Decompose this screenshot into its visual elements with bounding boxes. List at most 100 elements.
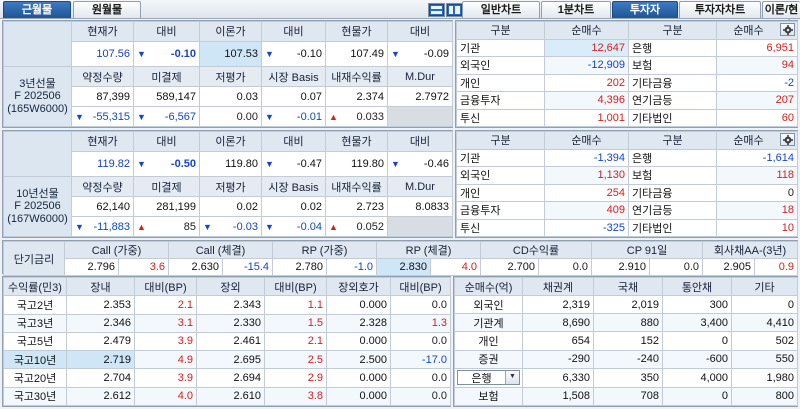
rp-weighted-change: -1.0 bbox=[326, 258, 378, 276]
investor-label: 개인 bbox=[456, 183, 545, 202]
table-row[interactable]: 보험 1,508 708 0 800 bbox=[454, 386, 798, 407]
investor-netbuy: -2 bbox=[716, 73, 798, 92]
investor-label: 투신 bbox=[456, 108, 545, 127]
col-header-netbuy-unit: 순매수(억) bbox=[454, 276, 523, 297]
table-row[interactable]: 기관계 8,690 880 3,400 4,410 bbox=[454, 313, 798, 333]
investor-netbuy: 1,001 bbox=[544, 108, 629, 127]
open-interest-change: ▲ 85 bbox=[133, 216, 200, 237]
col-header-open-interest: 미결제 bbox=[133, 176, 200, 198]
col-header-bond-total: 채권계 bbox=[522, 276, 594, 297]
yield-quote-bp: 0.0 bbox=[390, 295, 451, 315]
investor-netbuy: -325 bbox=[544, 218, 629, 237]
tab-investor-chart[interactable]: 투자자차트 bbox=[679, 1, 761, 18]
gear-icon[interactable] bbox=[780, 133, 795, 146]
table-row[interactable]: 기관 -1,394 은행 -1,614 bbox=[456, 148, 798, 167]
split-horizontal-icon[interactable] bbox=[428, 3, 445, 17]
investor-netbuy: 60 bbox=[716, 108, 798, 127]
corp-aa3y-value: 2.905 bbox=[702, 258, 756, 276]
table-row[interactable]: 외국인 2,319 2,019 300 0 bbox=[454, 295, 798, 315]
current-price-value[interactable]: 107.56 bbox=[71, 40, 134, 68]
col-header-netbuy-right: 순매수 bbox=[716, 21, 798, 40]
table-row[interactable]: 개인 254 기타금융 0 bbox=[456, 183, 798, 202]
flow-bond-total: 2,319 bbox=[522, 295, 594, 315]
mdur-value: 8.0833 bbox=[387, 196, 453, 218]
table-row[interactable]: 투신 -325 기타법인 10 bbox=[456, 218, 798, 237]
tab-general-chart[interactable]: 일반차트 bbox=[462, 1, 540, 18]
investor-label: 금융투자 bbox=[456, 201, 545, 220]
col-header-corp-aa3y: 회사채AA-(3년) bbox=[702, 241, 799, 259]
investor-label: 기타금융 bbox=[628, 73, 717, 92]
table-row[interactable]: 개인 654 152 0 502 bbox=[454, 331, 798, 351]
investor-label: 기타법인 bbox=[628, 108, 717, 127]
yield-otc: 2.330 bbox=[196, 313, 265, 333]
investor-netbuy: 409 bbox=[544, 201, 629, 220]
table-row[interactable]: 금융투자 409 연기금등 18 bbox=[456, 201, 798, 220]
tab-theory-spot[interactable]: 이론/현물가 bbox=[762, 1, 800, 32]
flow-name-dropdown[interactable]: 은행 ▼ bbox=[454, 367, 523, 388]
col-header-mdur: M.Dur bbox=[387, 66, 453, 88]
flow-govt: 708 bbox=[593, 386, 663, 407]
table-row[interactable]: 투신 1,001 기타법인 60 bbox=[456, 108, 798, 127]
flow-name: 보험 bbox=[454, 386, 523, 407]
investor-label: 기타법인 bbox=[628, 218, 717, 237]
split-vertical-icon[interactable] bbox=[446, 3, 463, 17]
col-header-exchange: 장내 bbox=[66, 276, 135, 297]
table-row[interactable]: 국고3년 2.346 3.1 2.330 1.5 2.328 1.3 bbox=[3, 313, 451, 333]
col-header-mss-bond: 통안채 bbox=[662, 276, 732, 297]
flow-name: 기관계 bbox=[454, 313, 523, 333]
yield-otc: 2.343 bbox=[196, 295, 265, 315]
contract-name: 10년선물 bbox=[16, 187, 59, 200]
flow-bond-total: 8,690 bbox=[522, 313, 594, 333]
gear-icon[interactable] bbox=[780, 23, 795, 36]
yield-name: 국고3년 bbox=[3, 313, 67, 333]
yield-name: 국고30년 bbox=[3, 386, 67, 407]
volume-change: ▼ -11,883 bbox=[71, 216, 134, 237]
volume-value: 87,399 bbox=[71, 86, 134, 108]
market-basis-value: 0.02 bbox=[261, 196, 326, 218]
yield-exchange-bp: 4.0 bbox=[134, 386, 197, 407]
yield-exchange: 2.353 bbox=[66, 295, 135, 315]
tab-near-month[interactable]: 근월물 bbox=[3, 1, 71, 18]
col-header-open-interest: 미결제 bbox=[133, 66, 200, 88]
contract-symbol: (167W6000) bbox=[7, 213, 68, 226]
cd-yield-value: 2.700 bbox=[480, 258, 540, 276]
col-header-otc-bp: 대비(BP) bbox=[264, 276, 327, 297]
open-interest-value: 589,147 bbox=[133, 86, 200, 108]
yield-quote: 0.000 bbox=[326, 386, 391, 407]
call-weighted-value: 2.796 bbox=[64, 258, 119, 276]
table-row[interactable]: 은행 ▼ 6,330 350 4,000 1,980 bbox=[454, 367, 798, 388]
tab-far-month[interactable]: 원월물 bbox=[73, 1, 141, 18]
investor-type-select[interactable]: 은행 ▼ bbox=[457, 370, 520, 386]
yield-exchange: 2.704 bbox=[66, 368, 135, 388]
table-row[interactable]: 국고20년 2.704 3.9 2.694 2.9 0.000 0.0 bbox=[3, 368, 451, 388]
table-row[interactable]: 개인 202 기타금융 -2 bbox=[456, 73, 798, 92]
table-row[interactable]: 국고5년 2.479 3.9 2.461 2.1 0.000 0.0 bbox=[3, 331, 451, 352]
yield-otc-bp: 2.1 bbox=[264, 331, 327, 352]
tab-1min-chart[interactable]: 1분차트 bbox=[541, 1, 611, 18]
tab-investor[interactable]: 투자자 bbox=[612, 1, 678, 18]
chevron-down-icon[interactable]: ▼ bbox=[505, 371, 519, 385]
investor-block-3y: 구분 순매수 구분 순매수 기관 12,647 은행 6,951 외국인 -12… bbox=[455, 20, 798, 128]
table-row[interactable]: 국고2년 2.353 2.1 2.343 1.1 0.000 0.0 bbox=[3, 295, 451, 315]
col-header-call-executed: Call (체결) bbox=[168, 241, 274, 259]
table-row[interactable]: 금융투자 4,396 연기금등 207 bbox=[456, 91, 798, 110]
col-header-current-price: 현재가 bbox=[71, 131, 134, 152]
col-header-theory-price: 이론가 bbox=[199, 21, 262, 42]
col-header-otc: 장외 bbox=[196, 276, 265, 297]
table-row[interactable]: 외국인 -12,909 보험 94 bbox=[456, 56, 798, 75]
investor-label: 기관 bbox=[456, 148, 545, 167]
table-row[interactable]: 국고10년 2.719 4.9 2.695 2.5 2.500 -17.0 bbox=[3, 350, 451, 370]
yield-otc-bp: 1.1 bbox=[264, 295, 327, 315]
yield-quote-bp: 0.0 bbox=[390, 386, 451, 407]
current-price-value[interactable]: 119.82 bbox=[71, 150, 134, 178]
table-row[interactable]: 증권 -290 -240 -600 550 bbox=[454, 349, 798, 369]
investor-netbuy: 202 bbox=[544, 73, 629, 92]
cp-91d-change: 0.0 bbox=[649, 258, 704, 276]
table-row[interactable]: 외국인 1,130 보험 118 bbox=[456, 166, 798, 185]
table-row[interactable]: 기관 12,647 은행 6,951 bbox=[456, 38, 798, 57]
col-header-etc-bond: 기타 bbox=[731, 276, 798, 297]
yield-exchange: 2.346 bbox=[66, 313, 135, 333]
table-row[interactable]: 국고30년 2.612 4.0 2.610 3.8 0.000 0.0 bbox=[3, 386, 451, 407]
investor-label: 은행 bbox=[628, 38, 717, 57]
theory-price-change: ▼ -0.47 bbox=[261, 150, 326, 178]
